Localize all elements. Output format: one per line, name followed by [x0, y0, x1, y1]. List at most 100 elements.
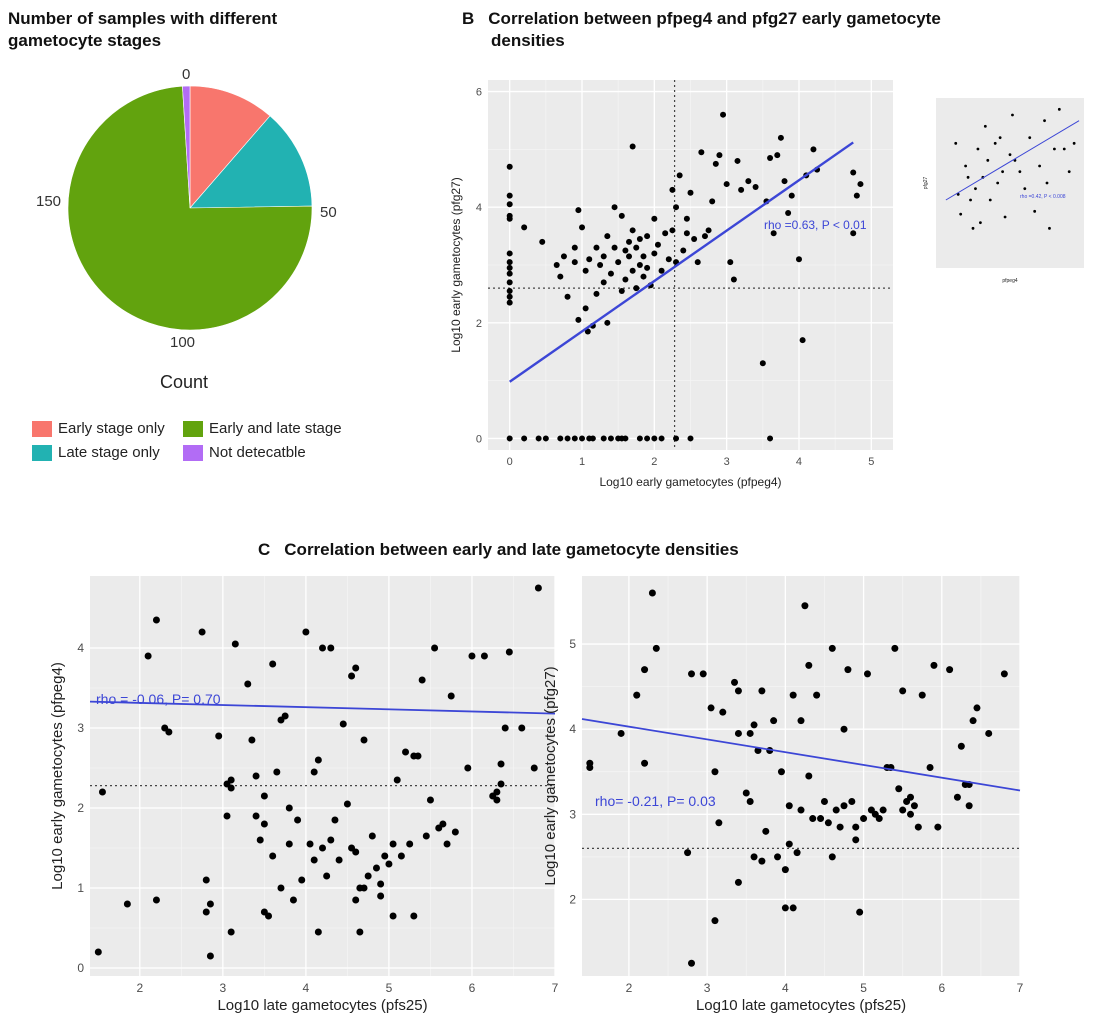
data-point [738, 186, 745, 193]
data-point [506, 250, 513, 257]
pie-slice-early-stage-only [189, 85, 271, 209]
data-point [285, 840, 293, 848]
data-point [860, 815, 868, 823]
data-point [505, 648, 513, 656]
pie-chart [67, 85, 313, 331]
legend-item-early-only: Early stage only [32, 420, 165, 437]
data-point [863, 670, 871, 678]
data-point [604, 233, 611, 240]
data-point [758, 687, 766, 695]
data-point [805, 661, 813, 669]
data-point [629, 227, 636, 234]
pie-axis-label: Count [160, 372, 209, 392]
x-tick-label: 4 [796, 456, 802, 468]
data-point [957, 742, 965, 750]
panel-c-title: C Correlation between early and late game… [258, 540, 739, 560]
regression-line [581, 718, 1021, 792]
data-point [641, 759, 649, 767]
data-point [152, 896, 160, 904]
data-point [314, 756, 322, 764]
data-point [801, 602, 809, 610]
data-point [269, 852, 277, 860]
correlation-annotation: rho= -0.21, P= 0.03 [595, 793, 716, 809]
data-point [571, 244, 578, 251]
data-point [687, 435, 694, 442]
data-point [805, 772, 813, 780]
data-point [626, 238, 633, 245]
data-point [848, 798, 856, 806]
data-point [636, 235, 643, 242]
regression-line [89, 700, 556, 715]
data-point [389, 912, 397, 920]
data-point [836, 823, 844, 831]
data-point [372, 864, 380, 872]
data-point [973, 704, 981, 712]
data-point [165, 728, 173, 736]
data-point [506, 259, 513, 266]
data-point [789, 904, 797, 912]
data-point [348, 672, 356, 680]
data-point [946, 666, 954, 674]
data-point [521, 224, 528, 231]
legend-item-not-detectable: Not detecatble [183, 444, 306, 461]
scatter-c-right: 2 3 4 5 6 7 2 3 4 5 rho= -0.21, P= 0.03 Log10 late … [542, 576, 1024, 1014]
data-point [406, 840, 414, 848]
scatter-b-inset: rho =0.42, P < 0.008 pfpeg4 pfg27 [923, 98, 1084, 284]
data-point [600, 435, 607, 442]
legend-swatch-not-detectable [183, 444, 203, 461]
y-axis-label: Log10 early gametocytes (pfpeg4) [49, 662, 66, 890]
data-point [734, 157, 741, 164]
data-point [918, 691, 926, 699]
x-tick-label: 4 [782, 981, 789, 995]
data-point [402, 748, 410, 756]
x-tick-label: 2 [136, 981, 143, 995]
data-point [914, 823, 922, 831]
data-point [414, 752, 422, 760]
data-point [273, 768, 281, 776]
panel-b-title-line2: densities [491, 31, 565, 50]
data-point [797, 806, 805, 814]
data-point [1057, 107, 1061, 111]
data-point [389, 840, 397, 848]
data-point [788, 192, 795, 199]
data-point [669, 186, 676, 193]
x-tick-label: 6 [938, 981, 945, 995]
y-tick-label: 1 [77, 881, 84, 895]
data-point [381, 852, 389, 860]
x-tick-label: 7 [1017, 981, 1024, 995]
data-point [985, 729, 993, 737]
data-point [215, 732, 223, 740]
data-point [629, 267, 636, 274]
data-point [712, 160, 719, 167]
data-point [584, 328, 591, 335]
y-tick-label: 2 [77, 801, 84, 815]
data-point [497, 780, 505, 788]
data-point [564, 293, 571, 300]
data-point [1018, 170, 1022, 174]
y-tick-label: 4 [77, 641, 84, 655]
data-point [506, 279, 513, 286]
data-point [248, 736, 256, 744]
data-point [607, 270, 614, 277]
data-point [810, 146, 817, 153]
data-point [673, 204, 680, 211]
data-point [289, 896, 297, 904]
data-point [586, 256, 593, 263]
data-point [644, 264, 651, 271]
data-point [1003, 215, 1007, 219]
data-point [227, 784, 235, 792]
data-point [731, 678, 739, 686]
data-point [641, 666, 649, 674]
data-point [988, 198, 992, 202]
data-point [431, 644, 439, 652]
data-point [879, 806, 887, 814]
data-point [94, 948, 102, 956]
data-point [654, 241, 661, 248]
data-point [410, 912, 418, 920]
data-point [604, 319, 611, 326]
data-point [662, 230, 669, 237]
data-point [723, 181, 730, 188]
data-point [152, 616, 160, 624]
y-axis-label: pfg27 [923, 177, 929, 190]
data-point [622, 276, 629, 283]
